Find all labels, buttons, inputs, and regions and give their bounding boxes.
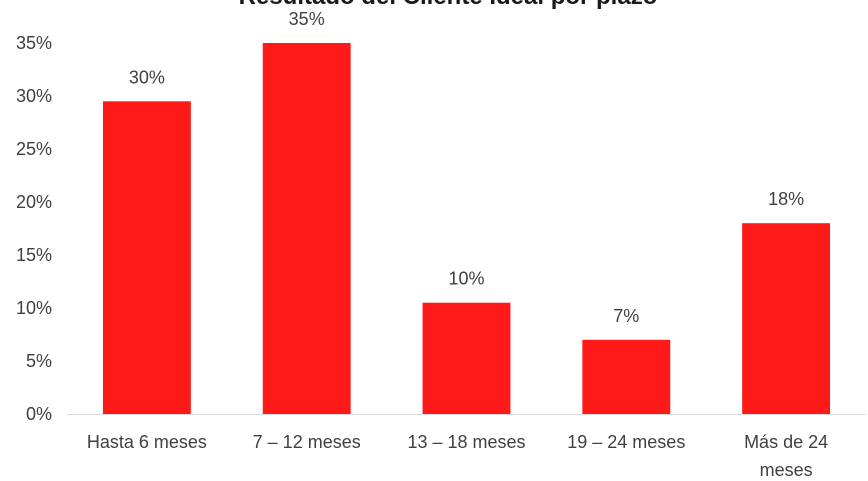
data-label: 30%	[129, 67, 165, 87]
bar	[102, 101, 191, 415]
x-category-label: 19 – 24 meses	[567, 432, 685, 452]
bar	[742, 223, 831, 414]
y-axis: 0% 5% 10% 15% 20% 25% 30% 35%	[16, 33, 52, 424]
bar	[582, 339, 671, 414]
y-tick-label: 20%	[16, 192, 52, 212]
x-category-label: 13 – 18 meses	[407, 432, 525, 452]
x-category-label: Hasta 6 meses	[87, 432, 207, 452]
data-label: 10%	[448, 269, 484, 289]
chart-title: Resultado del Cliente Ideal por plazo	[239, 0, 658, 10]
y-tick-label: 15%	[16, 245, 52, 265]
bars	[102, 43, 831, 415]
data-label: 7%	[613, 306, 639, 326]
y-tick-label: 5%	[26, 351, 52, 371]
y-tick-label: 30%	[16, 86, 52, 106]
data-label: 35%	[289, 9, 325, 29]
bar	[262, 43, 351, 414]
x-category-label: Más de 24 meses	[744, 432, 828, 480]
x-axis: Hasta 6 meses 7 – 12 meses 13 – 18 meses 19…	[87, 432, 828, 480]
y-tick-label: 35%	[16, 33, 52, 53]
data-label: 18%	[768, 189, 804, 209]
x-category-label: 7 – 12 meses	[253, 432, 361, 452]
data-labels: 30% 35% 10% 7% 18%	[129, 9, 804, 326]
y-tick-label: 10%	[16, 298, 52, 318]
y-tick-label: 25%	[16, 139, 52, 159]
bar	[422, 302, 511, 414]
y-tick-label: 0%	[26, 404, 52, 424]
